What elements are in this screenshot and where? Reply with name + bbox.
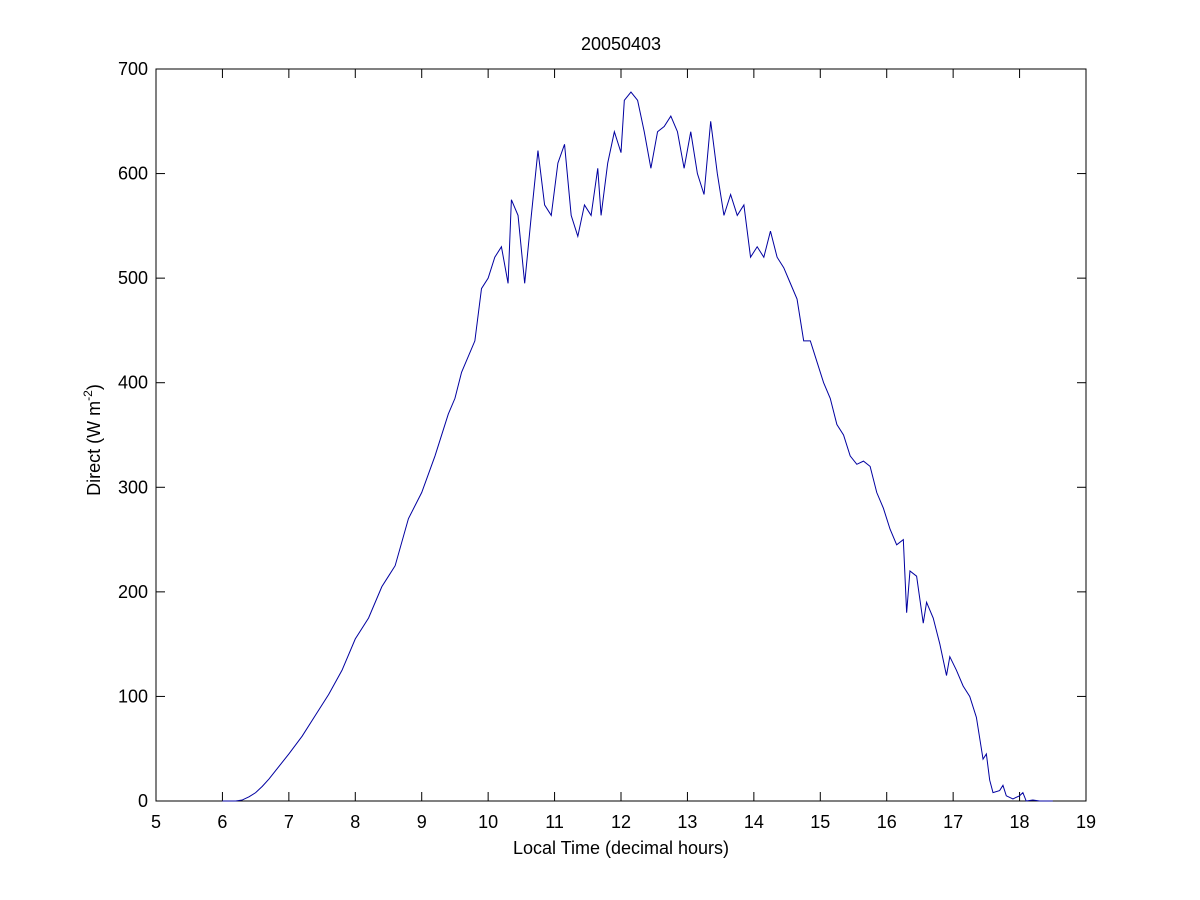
y-label-main: Direct (W m: [84, 401, 104, 496]
y-tick-label: 200: [118, 582, 148, 602]
y-tick-label: 400: [118, 373, 148, 393]
x-tick-label: 15: [810, 812, 830, 832]
y-tick-label: 700: [118, 59, 148, 79]
y-label-sup: -2: [81, 390, 95, 401]
y-tick-label: 100: [118, 686, 148, 706]
x-tick-label: 18: [1010, 812, 1030, 832]
x-tick-label: 7: [284, 812, 294, 832]
x-tick-label: 14: [744, 812, 764, 832]
x-tick-label: 16: [877, 812, 897, 832]
x-axis-label: Local Time (decimal hours): [513, 838, 729, 858]
x-tick-label: 11: [545, 812, 564, 832]
y-tick-label: 300: [118, 477, 148, 497]
y-tick-label: 0: [138, 791, 148, 811]
y-axis-label: Direct (W m-2): [81, 384, 104, 496]
x-tick-label: 9: [417, 812, 427, 832]
x-tick-label: 6: [217, 812, 227, 832]
x-tick-label: 5: [151, 812, 161, 832]
x-tick-label: 17: [943, 812, 963, 832]
x-tick-label: 12: [611, 812, 631, 832]
y-tick-label: 600: [118, 164, 148, 184]
x-tick-label: 13: [677, 812, 697, 832]
x-tick-label: 10: [478, 812, 498, 832]
y-label-end: ): [84, 384, 104, 390]
chart-title: 20050403: [581, 34, 661, 54]
x-tick-label: 8: [350, 812, 360, 832]
x-tick-label: 19: [1076, 812, 1096, 832]
data-line: [222, 91, 1053, 802]
y-tick-label: 500: [118, 268, 148, 288]
